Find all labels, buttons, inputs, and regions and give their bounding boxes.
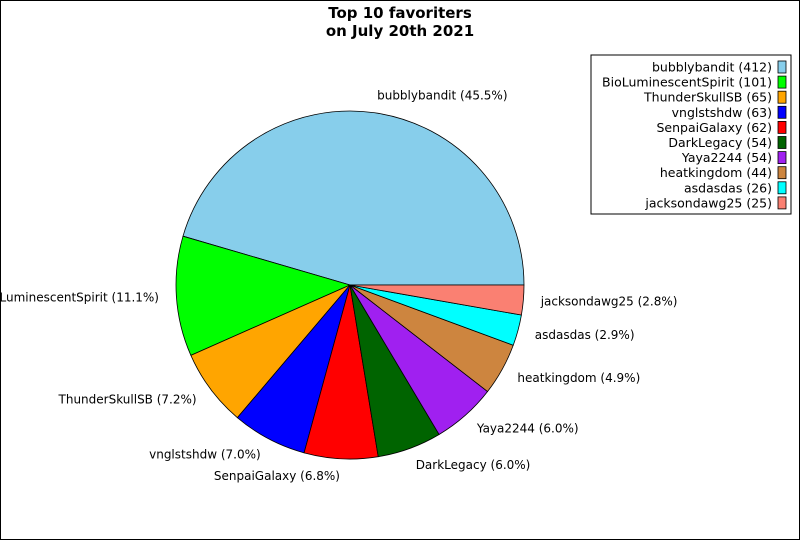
legend-swatch-vnglstshdw — [777, 105, 787, 119]
slice-label-darklegacy: DarkLegacy (6.0%) — [416, 458, 531, 472]
legend-swatch-bioluminescentspirit — [777, 75, 787, 89]
legend-entries: bubblybandit (412)BioLuminescentSpirit (… — [602, 60, 787, 210]
legend-label-thunderskullsb: ThunderSkullSB (65) — [643, 90, 772, 105]
pie-slice-labels: bubblybandit (45.5%) BioLuminescentSpirit… — [1, 89, 677, 484]
legend-box — [590, 54, 792, 215]
pie-slice-bioluminescentspirit — [175, 235, 351, 356]
slice-label-asdasdas: asdasdas (2.9%) — [535, 328, 635, 342]
legend: bubblybandit (412)BioLuminescentSpirit (… — [590, 54, 792, 215]
legend-label-vnglstshdw: vnglstshdw (63) — [672, 105, 772, 120]
legend-swatch-asdasdas — [777, 181, 787, 195]
slice-label-vnglstshdw: vnglstshdw (7.0%) — [149, 447, 261, 461]
legend-label-bubblybandit: bubblybandit (412) — [652, 60, 772, 75]
pie-slice-jacksondawg25 — [349, 284, 525, 316]
slice-label-heatkingdom: heatkingdom (4.9%) — [517, 371, 640, 385]
legend-swatch-heatkingdom — [777, 166, 787, 180]
slice-label-thunderskullsb: ThunderSkullSB (7.2%) — [58, 393, 197, 407]
legend-label-senpaigalaxy: SenpaiGalaxy (62) — [656, 120, 772, 135]
legend-swatch-senpaigalaxy — [777, 121, 787, 134]
legend-label-yaya2244: Yaya2244 (54) — [681, 150, 772, 165]
legend-label-heatkingdom: heatkingdom (44) — [660, 165, 772, 180]
slice-label-yaya2244: Yaya2244 (6.0%) — [476, 421, 579, 435]
slice-label-bubblybandit: bubblybandit (45.5%) — [377, 89, 507, 103]
pie-slice-bubblybandit — [182, 110, 525, 286]
legend-label-jacksondawg25: jacksondawg25 (25) — [644, 195, 772, 210]
chart-title-line-1: Top 10 favoriters — [328, 4, 472, 22]
slice-label-senpaigalaxy: SenpaiGalaxy (6.8%) — [214, 469, 340, 483]
pie-slices — [175, 110, 525, 460]
slice-label-jacksondawg25: jacksondawg25 (2.8%) — [540, 295, 678, 309]
legend-swatch-thunderskullsb — [777, 90, 787, 104]
chart-title-line-2: on July 20th 2021 — [326, 22, 474, 40]
legend-label-darklegacy: DarkLegacy (54) — [668, 135, 772, 150]
legend-swatch-bubblybandit — [777, 60, 787, 74]
legend-swatch-darklegacy — [777, 136, 787, 149]
legend-label-asdasdas: asdasdas (26) — [684, 180, 772, 195]
legend-label-bioluminescentspirit: BioLuminescentSpirit (101) — [602, 75, 772, 90]
legend-swatch-yaya2244 — [777, 151, 787, 165]
legend-swatch-jacksondawg25 — [777, 196, 787, 210]
slice-label-bioluminescentspirit: BioLuminescentSpirit (11.1%) — [1, 291, 159, 305]
